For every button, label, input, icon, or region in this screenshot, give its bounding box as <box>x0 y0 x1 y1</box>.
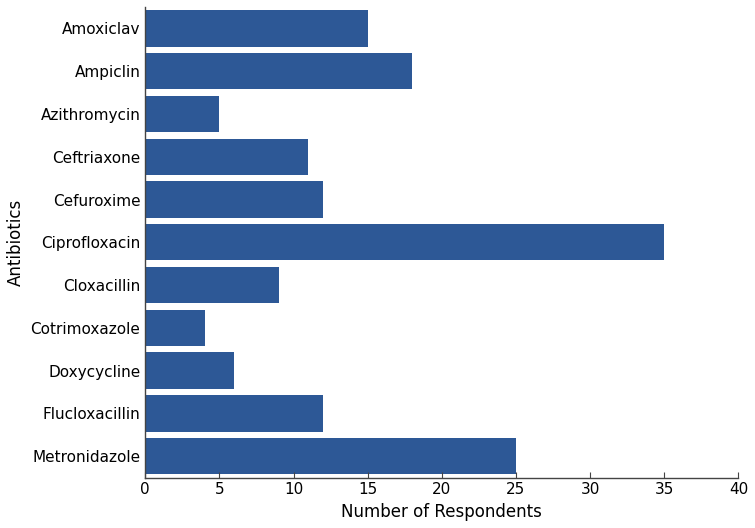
Bar <box>145 395 323 431</box>
Bar <box>145 267 279 303</box>
Bar <box>145 53 412 89</box>
Bar <box>145 310 205 346</box>
Bar <box>145 96 220 132</box>
Bar <box>145 138 308 175</box>
Y-axis label: Antibiotics: Antibiotics <box>7 199 25 286</box>
Bar <box>145 224 664 260</box>
Bar <box>145 438 516 475</box>
Bar <box>145 353 234 389</box>
Bar <box>145 10 368 46</box>
Bar <box>145 181 323 218</box>
X-axis label: Number of Respondents: Number of Respondents <box>341 503 542 521</box>
